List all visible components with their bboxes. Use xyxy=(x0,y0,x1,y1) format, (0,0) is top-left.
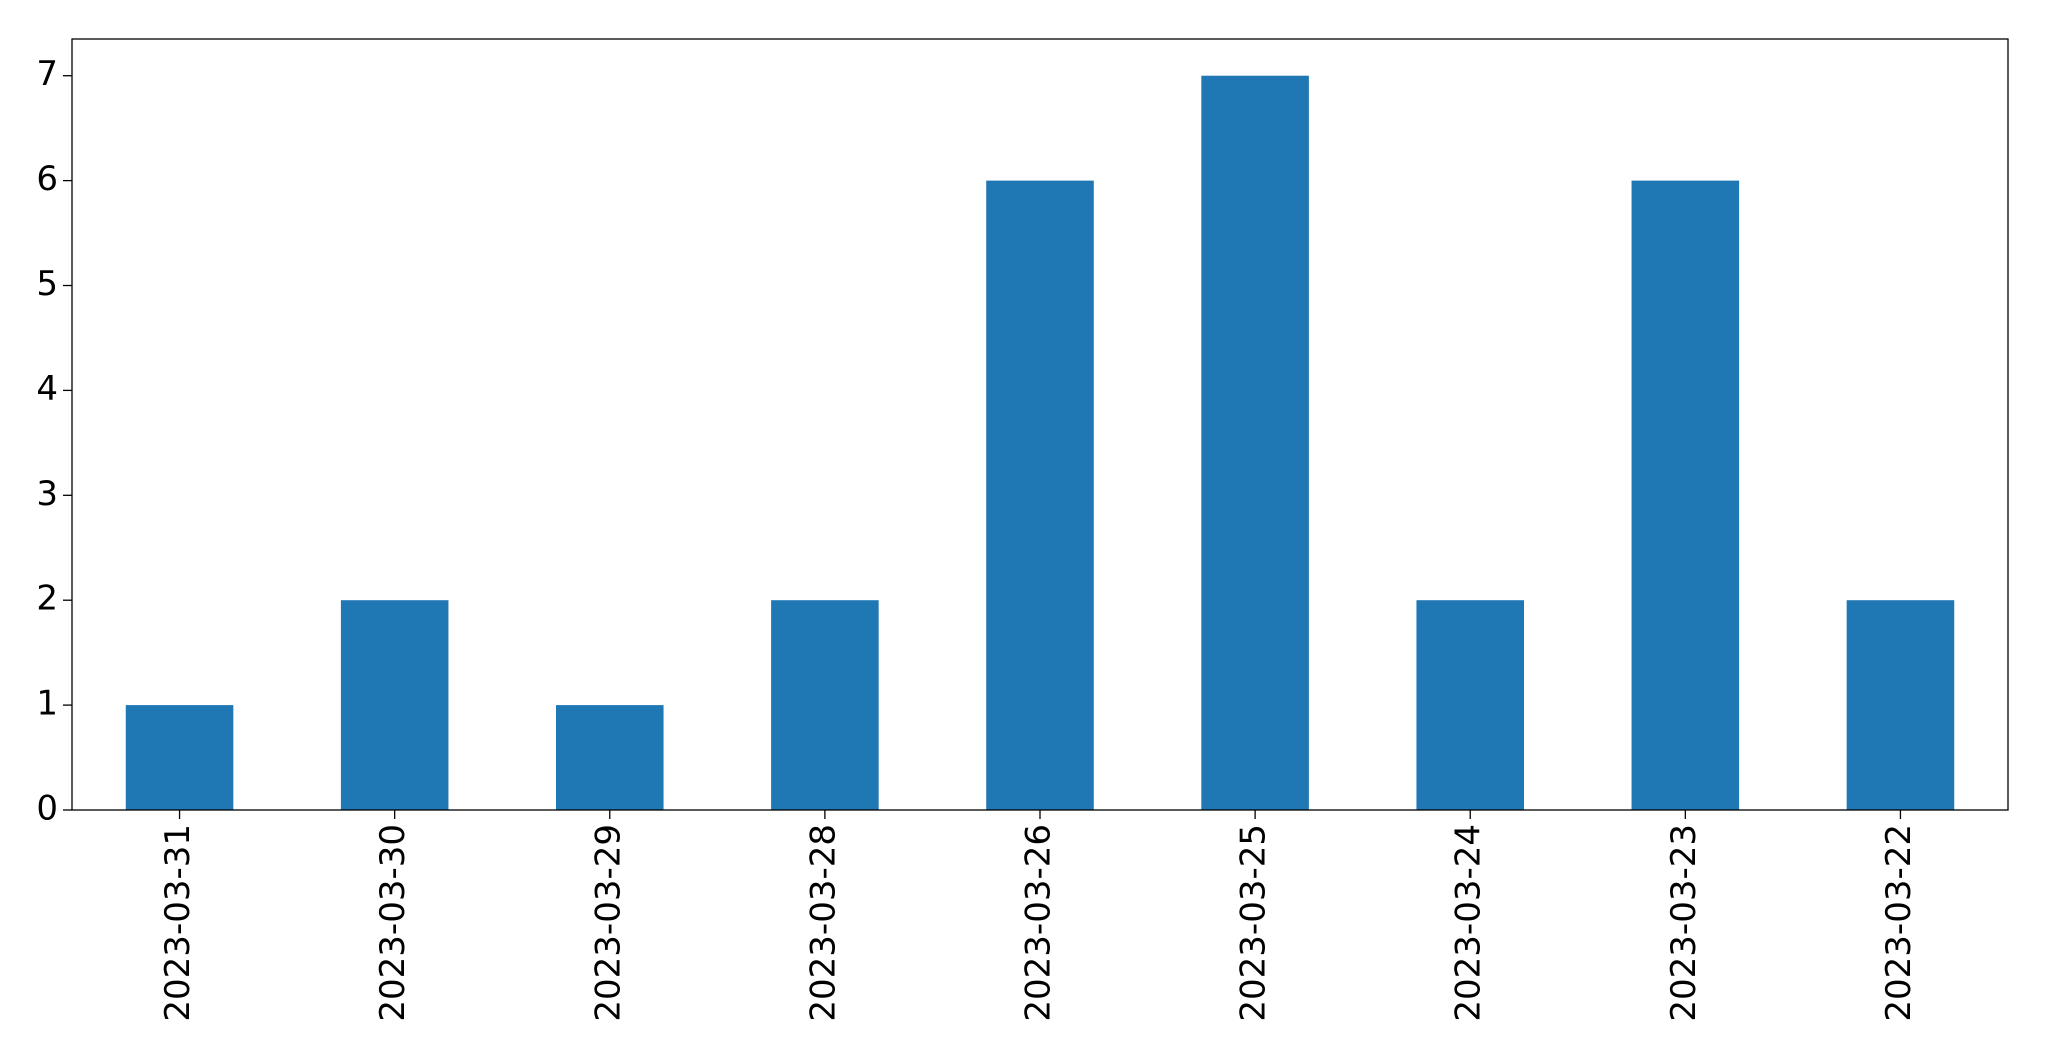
y-tick-label: 2 xyxy=(36,579,58,619)
bar xyxy=(340,600,449,810)
bar xyxy=(1631,180,1740,810)
x-tick-label: 2023-03-30 xyxy=(373,824,413,1022)
x-tick-label: 2023-03-28 xyxy=(803,824,843,1022)
y-tick-label: 3 xyxy=(36,474,58,514)
y-tick-label: 1 xyxy=(36,684,58,724)
bar xyxy=(1201,75,1309,810)
y-tick-label: 7 xyxy=(36,54,58,94)
bar-layer xyxy=(125,75,1955,810)
y-tick-label: 4 xyxy=(36,369,58,409)
y-tick-label: 0 xyxy=(36,789,58,829)
bar xyxy=(1416,600,1524,810)
y-tick-label: 6 xyxy=(36,159,58,199)
x-tick-label: 2023-03-26 xyxy=(1019,824,1059,1022)
x-tick-label: 2023-03-25 xyxy=(1234,824,1274,1022)
x-tick-label: 2023-03-23 xyxy=(1664,824,1704,1022)
bar xyxy=(771,600,879,810)
x-tick-label: 2023-03-22 xyxy=(1879,824,1919,1022)
x-tick-label: 2023-03-31 xyxy=(158,824,198,1022)
bar xyxy=(1846,600,1955,810)
x-tick-label: 2023-03-29 xyxy=(588,824,628,1022)
label-layer: 0 1 2 3 4 5 6 7 2023-03-31 2023-03-30 2023-03-29 20… xyxy=(36,54,1919,1021)
bar xyxy=(125,705,234,810)
bar xyxy=(986,180,1094,810)
y-tick-label: 5 xyxy=(36,264,58,304)
bar xyxy=(556,705,664,810)
x-tick-label: 2023-03-24 xyxy=(1449,824,1489,1022)
